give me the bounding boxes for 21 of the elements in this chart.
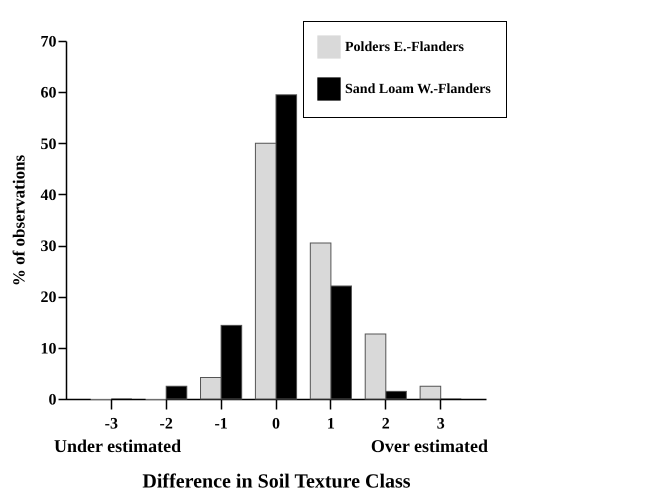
y-tick-label: 40: [40, 186, 56, 204]
y-tick-label: 50: [40, 136, 56, 153]
x-tick-label: -1: [214, 416, 228, 432]
y-tick-label: 60: [40, 84, 56, 102]
y-axis-title: % of observations: [10, 154, 28, 286]
text: Over estimated: [370, 436, 488, 456]
x-axis-title: Difference in Soil Texture Class: [142, 470, 411, 492]
x-tick-label: 0: [272, 416, 280, 432]
x-tick-label: 3: [436, 416, 445, 432]
x-tick-label: 2: [382, 416, 390, 432]
y-tick-label: 10: [40, 340, 56, 358]
legend-label: Polders E.-Flanders: [345, 40, 465, 55]
text: Under estimated: [54, 436, 182, 456]
y-tick-label: 0: [48, 392, 56, 408]
y-tick-label: 20: [40, 289, 56, 306]
legend-label: Sand Loam W.-Flanders: [345, 82, 492, 97]
y-tick-label: 70: [40, 34, 56, 50]
y-tick-label: 30: [40, 238, 56, 256]
x-tick-label: 1: [326, 416, 335, 432]
x-tick-label: -3: [104, 416, 118, 432]
x-tick-label: -2: [160, 416, 173, 432]
